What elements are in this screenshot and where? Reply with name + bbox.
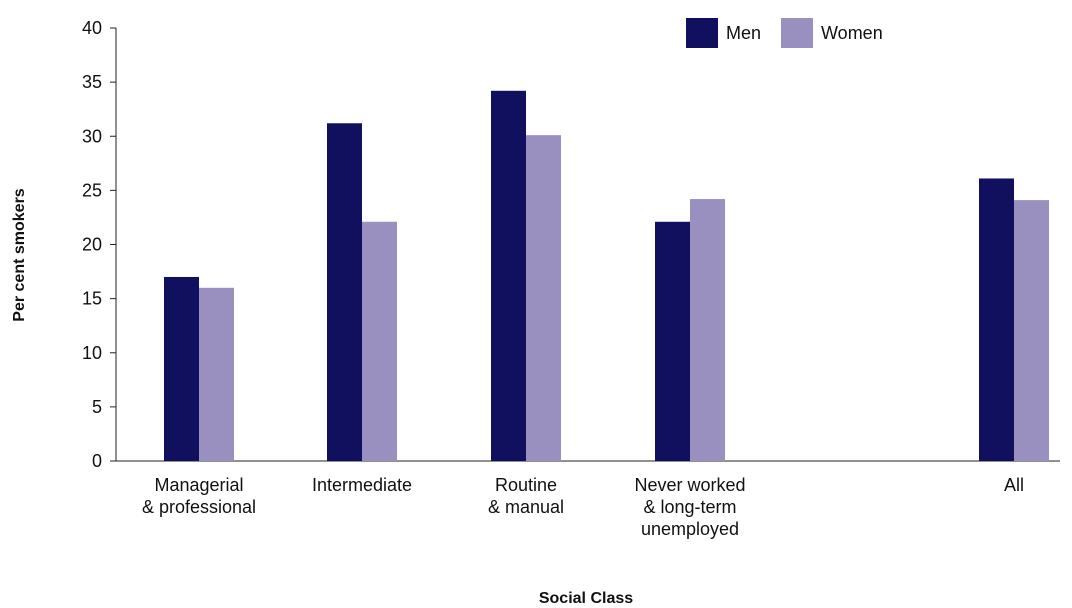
y-axis-title: Per cent smokers <box>11 188 28 322</box>
y-tick-label: 35 <box>82 72 102 92</box>
y-tick-label: 25 <box>82 180 102 200</box>
x-tick-label: Intermediate <box>311 475 413 495</box>
y-tick-label: 10 <box>82 343 102 363</box>
y-tick-label: 40 <box>82 18 102 38</box>
y-tick-label: 20 <box>82 235 102 255</box>
x-tick-label: Routine & manual <box>487 475 565 517</box>
bar-women-0 <box>199 287 234 461</box>
bar-women-1 <box>362 221 397 461</box>
legend-swatch-women <box>781 18 814 48</box>
x-tick-label: Managerial & professional <box>141 475 257 517</box>
y-axis-title-container: Per cent smokers <box>0 0 40 480</box>
legend-label-men: Men <box>726 22 762 43</box>
y-tick-label: 5 <box>92 397 102 417</box>
y-tick-label: 30 <box>82 126 102 146</box>
x-tick-label: Never worked & long-term unemployed <box>634 475 746 539</box>
y-tick-label: 0 <box>92 451 102 471</box>
bar-men-3 <box>655 221 690 461</box>
bar-women-4 <box>1014 200 1049 461</box>
bar-men-1 <box>327 123 362 461</box>
bar-women-3 <box>690 199 725 461</box>
y-tick-label: 15 <box>82 289 102 309</box>
legend: Men Women <box>686 18 903 48</box>
bar-men-4 <box>979 178 1014 461</box>
x-tick-label: All <box>1003 475 1024 495</box>
bar-men-2 <box>491 90 526 461</box>
x-axis-title: Social Class <box>538 590 634 607</box>
legend-swatch-men <box>686 18 718 48</box>
bar-women-2 <box>526 135 561 462</box>
legend-label-women: Women <box>821 22 883 43</box>
bar-men-0 <box>164 276 199 461</box>
